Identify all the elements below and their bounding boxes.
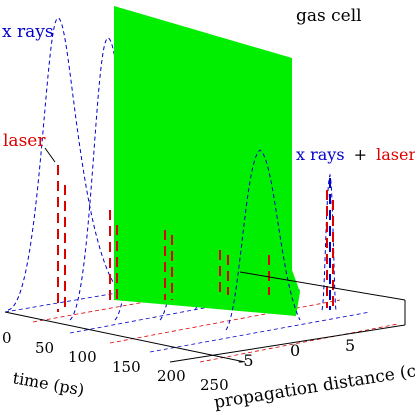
distance-tick: 0 xyxy=(290,341,300,360)
grid-line xyxy=(149,311,371,353)
gas-cell-plane xyxy=(114,6,300,316)
time-tick: 50 xyxy=(35,339,54,357)
xray-pulse xyxy=(321,173,337,311)
xrays-plus-sign: + xyxy=(354,145,367,164)
grid-line xyxy=(69,289,301,334)
axes xyxy=(4,271,406,363)
xrays-label: x rays xyxy=(2,22,54,42)
time-ticks: 0 50 100 150 200 250 xyxy=(2,329,229,394)
grid-line xyxy=(199,323,399,363)
time-axis-line xyxy=(4,311,246,363)
distance-tick: -5 xyxy=(238,351,254,370)
xrays-plus-laser-part: laser xyxy=(376,145,415,164)
xrays-plus-xrays-part: x rays xyxy=(296,145,345,164)
distance-ticks: -5 0 5 xyxy=(238,336,355,370)
distance-axis-line xyxy=(169,324,406,363)
xray-pulse xyxy=(7,17,131,311)
front-pulses xyxy=(225,149,337,331)
time-tick: 150 xyxy=(112,358,141,376)
time-tick: 0 xyxy=(2,329,12,347)
time-tick: 200 xyxy=(157,367,186,385)
grid-line xyxy=(109,299,341,344)
laser-label: laser xyxy=(3,131,46,151)
xrays-plus-laser-label: x rays + laser xyxy=(296,145,415,164)
time-tick: 100 xyxy=(68,348,97,366)
gas-cell-label: gas cell xyxy=(296,6,362,26)
time-tick: 250 xyxy=(200,376,229,394)
distance-tick: 5 xyxy=(345,336,355,355)
laser-pointer-line xyxy=(44,147,56,163)
laser-pulses xyxy=(57,165,334,312)
distance-axis-back xyxy=(239,271,406,301)
xray-pulse xyxy=(225,149,301,331)
time-axis-title: time (ps) xyxy=(11,368,85,399)
